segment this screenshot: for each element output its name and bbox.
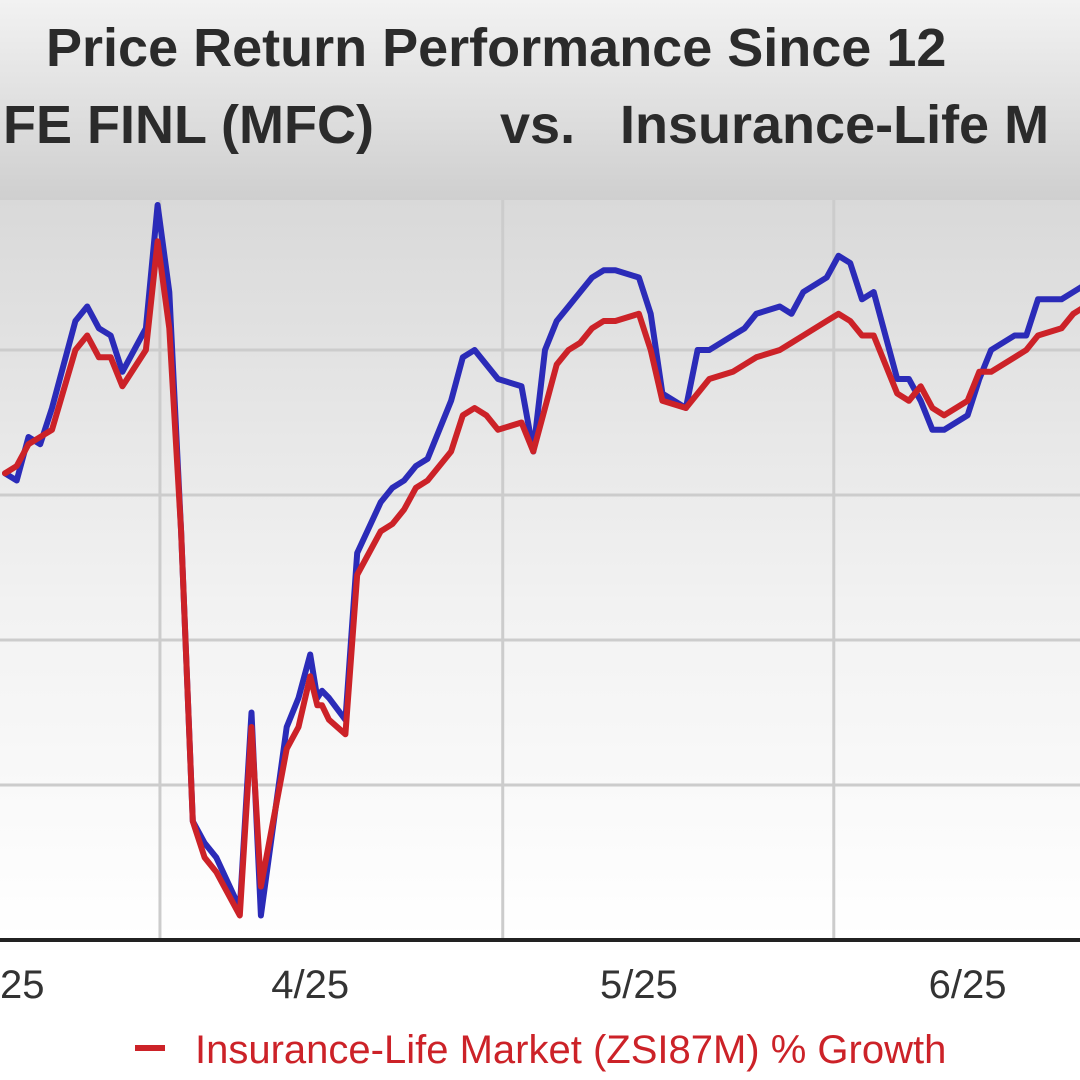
plot-area (0, 200, 1080, 940)
legend-label-market: Insurance-Life Market (ZSI87M) % Growth (195, 1028, 946, 1072)
x-tick-label-1: 4/25 (271, 963, 349, 1007)
x-tick-labels: 25 4/25 5/25 6/25 (0, 963, 1007, 1007)
chart-title-vs: vs. (500, 95, 575, 155)
chart-title-line1: Price Return Performance Since 12 (46, 18, 946, 78)
chart-title-mfc-label: IFE FINL (MFC) (0, 95, 374, 155)
x-tick-label-0: 25 (0, 963, 45, 1007)
series-layer (2, 202, 1080, 919)
title-background (0, 0, 1080, 200)
legend: Insurance-Life Market (ZSI87M) % Growth (135, 1028, 946, 1072)
x-tick-label-2: 5/25 (600, 963, 678, 1007)
series-line-market (2, 238, 1080, 919)
chart-title-index-label: Insurance-Life M (620, 95, 1049, 155)
x-tick-label-3: 6/25 (929, 963, 1007, 1007)
